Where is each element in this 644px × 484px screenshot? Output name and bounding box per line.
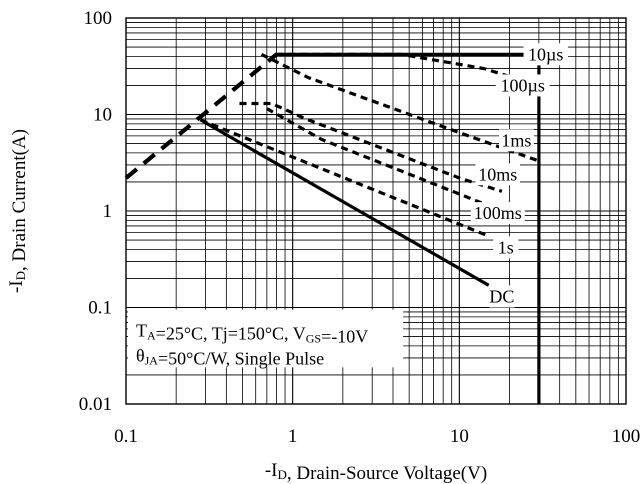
series-label-text: DC: [489, 287, 514, 307]
series-label-background: [493, 236, 519, 259]
y-axis-label: -ID, Drain Current(A): [6, 129, 30, 293]
y-tick-label: 100: [84, 8, 113, 29]
series-label-100ms: 100ms: [470, 202, 525, 225]
grid: [126, 18, 626, 404]
series-label-background: [495, 74, 550, 97]
x-tick-label: 0.1: [114, 426, 138, 447]
series-label-background: [475, 163, 520, 186]
x-tick-label: 10: [450, 426, 469, 447]
series-label-10ms: 10ms: [475, 163, 520, 186]
series-line-dc: [199, 118, 490, 287]
series-label-background: [499, 129, 534, 152]
series-line-boundary-7: [124, 52, 278, 180]
series-label-text: 10µs: [528, 44, 563, 64]
annotation-cond2: θJA=50°C/W, Single Pulse: [136, 345, 324, 368]
annotation-cond1: TA=25°C, Tj=150°C, VGS=-10V: [136, 320, 368, 346]
y-tick-label: 1: [103, 201, 113, 222]
series-label-dc: DC: [489, 285, 515, 308]
series-label-text: 100ms: [474, 203, 522, 223]
series-label-100us: 100µs: [495, 74, 550, 97]
series-label-background: [470, 202, 525, 225]
x-tick-label: 100: [612, 426, 641, 447]
y-tick-labels: 0.01 0.1 1 10 100: [79, 8, 112, 415]
annotation-background: [128, 309, 404, 368]
series-label-background: [523, 43, 568, 66]
y-tick-label: 0.01: [79, 394, 112, 415]
series-line-100us: [276, 52, 540, 88]
x-axis-label: -ID, Drain-Source Voltage(V): [265, 460, 487, 484]
series-label-background: [489, 285, 515, 308]
series-line-1ms: [260, 52, 540, 163]
plot-frame: [125, 17, 627, 405]
y-tick-label: 0.1: [88, 298, 112, 319]
series-label-10us: 10µs: [523, 43, 568, 66]
y-tick-label: 10: [93, 105, 112, 126]
x-tick-label: 1: [288, 426, 298, 447]
series-label-1s: 1s: [493, 236, 519, 259]
series-labels: 10µs 100µs 1ms 10ms 100ms 1s DC: [470, 43, 568, 308]
x-tick-labels: 0.1 1 10 100: [114, 426, 640, 447]
series-label-1ms: 1ms: [499, 129, 534, 152]
annotation-box: [128, 309, 404, 368]
series-line-1s: [199, 118, 490, 238]
series-label-text: 1ms: [501, 130, 531, 150]
series-label-text: 10ms: [478, 164, 517, 184]
series-label-text: 1s: [498, 237, 514, 257]
series-label-text: 100µs: [501, 75, 545, 95]
